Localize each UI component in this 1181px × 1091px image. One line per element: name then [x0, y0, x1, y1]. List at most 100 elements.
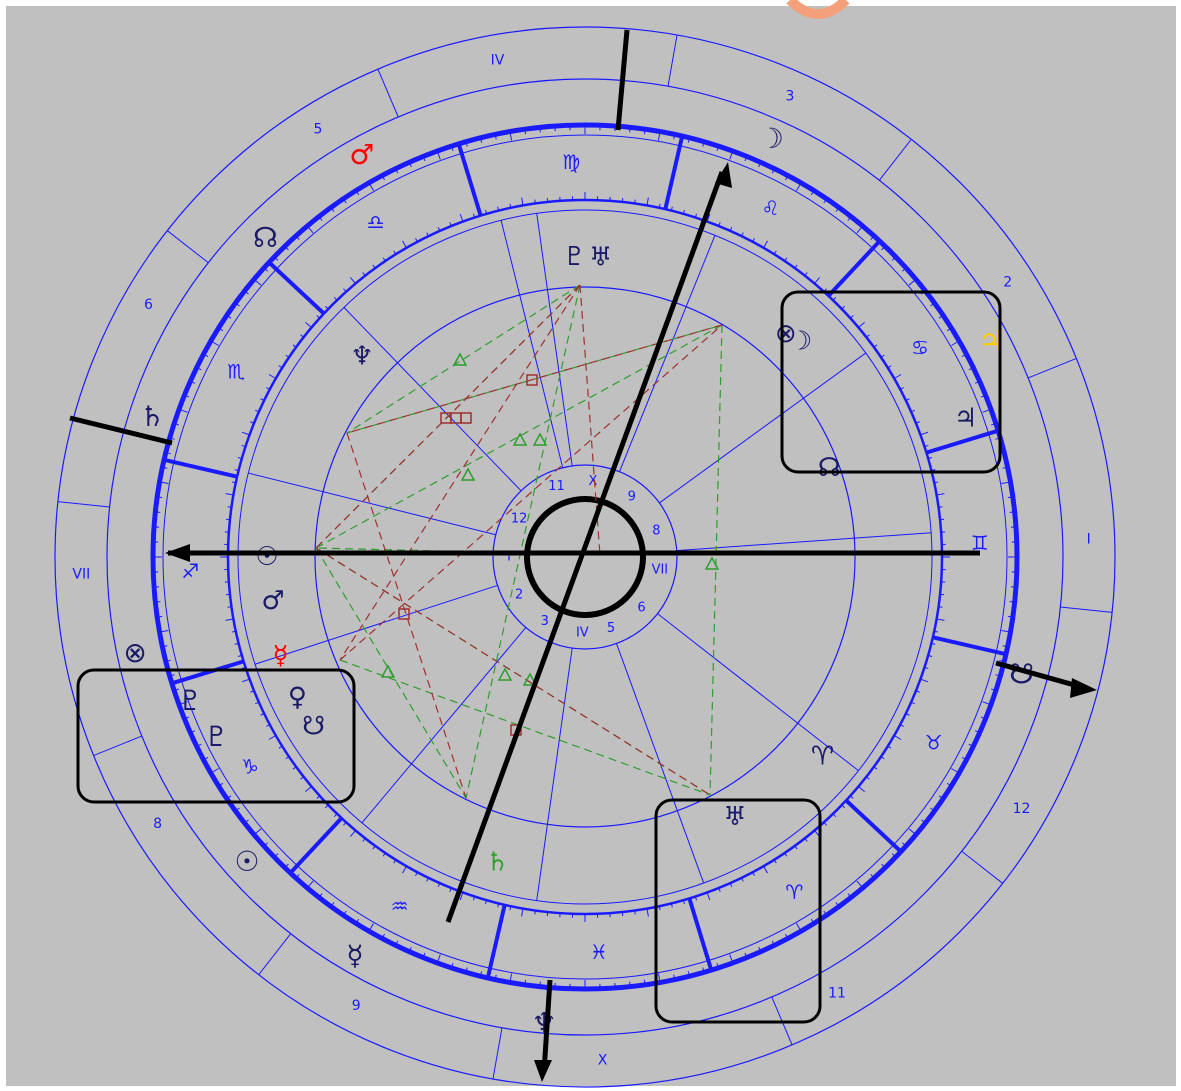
sign-divider	[456, 143, 483, 217]
inner-planet-sun: ☉	[255, 542, 278, 572]
inner-tick-ring	[237, 209, 933, 905]
inner-degree-tick	[231, 481, 236, 484]
outer-house-label-outer-5: 5	[313, 122, 322, 138]
inner-degree-tick	[255, 409, 260, 413]
inner-degree-tick	[415, 238, 418, 243]
zodiac-degree-tick	[178, 701, 188, 706]
outer-planet-mercury: ☿	[346, 939, 363, 972]
inner-planet-venus: ♀	[288, 682, 307, 712]
inner-planet-saturn: ♄	[486, 848, 509, 878]
zodiac-degree-tick	[881, 245, 886, 251]
outer-house-label-outer-9: 9	[352, 998, 361, 1014]
inner-degree-tick	[934, 481, 939, 484]
meridian-axis	[445, 171, 725, 923]
zodiac-degree-tick	[716, 962, 719, 969]
inner-degree-tick	[718, 887, 721, 892]
zodiac-degree-tick	[980, 716, 986, 720]
zodiac-degree-tick	[184, 394, 190, 398]
inner-degree-tick	[509, 203, 512, 208]
zodiac-degree-tick	[263, 267, 269, 272]
inner-degree-tick	[459, 213, 464, 222]
inner-degree-tick	[899, 387, 904, 390]
zodiac-degree-tick	[930, 807, 935, 812]
zodiac-degree-tick	[169, 674, 175, 677]
inner-degree-tick	[472, 213, 476, 218]
sign-divider	[663, 135, 685, 210]
inner-degree-tick	[936, 618, 945, 621]
inner-degree-tick	[823, 821, 827, 826]
inner-degree-tick	[646, 908, 649, 917]
zodiac-degree-tick	[295, 873, 300, 879]
inner-house-label-inner-2: 2	[515, 588, 523, 603]
zodiac-degree-tick	[368, 923, 374, 932]
zodiac-degree-tick	[330, 207, 335, 212]
inner-degree-tick	[260, 713, 265, 716]
inner-planet-jupiter: ♃	[954, 403, 977, 433]
inner-degree-tick	[426, 232, 429, 237]
outer-house-cusp	[377, 68, 399, 118]
inner-degree-tick	[794, 264, 798, 269]
zodiac-degree-tick	[835, 902, 840, 907]
zodiac-degree-tick	[159, 629, 169, 633]
zodiac-degree-tick	[687, 971, 690, 977]
zodiac-degree-tick	[629, 981, 631, 987]
inner-degree-tick	[670, 206, 673, 211]
zodiac-degree-tick	[1007, 496, 1013, 499]
sign-divider	[687, 897, 714, 971]
inner-degree-tick	[437, 227, 441, 232]
zodiac-degree-tick	[190, 730, 196, 734]
inner-planet-mars: ♂	[261, 586, 284, 616]
inner-degree-tick	[794, 845, 798, 850]
zodiac-degree-tick	[355, 918, 360, 924]
outer-house-cusp	[878, 139, 912, 181]
zodiac-degree-tick	[901, 267, 907, 272]
zodiac-degree-tick	[771, 168, 775, 174]
inner-degree-tick	[804, 838, 808, 842]
aspect-marker-trine	[512, 432, 528, 446]
zodiac-degree-tick	[524, 979, 527, 985]
inner-degree-tick	[237, 457, 242, 460]
inner-degree-tick	[449, 887, 452, 892]
zodiac-degree-tick	[165, 659, 171, 662]
zodiac-degree-tick	[961, 353, 967, 357]
zodiac-degree-tick	[796, 923, 802, 932]
zodiac-sign-leo: ♌	[761, 196, 779, 220]
outer-house-label-outer-8: 8	[153, 816, 162, 832]
aspect-marker-square	[398, 608, 410, 620]
zodiac-degree-tick	[881, 863, 886, 869]
zodiac-degree-tick	[244, 290, 249, 295]
zodiac-degree-tick	[395, 168, 399, 174]
outer-planet-mars: ♂	[349, 138, 374, 171]
inner-degree-tick	[718, 222, 721, 227]
zodiac-degree-tick	[744, 952, 748, 958]
inner-degree-tick	[706, 213, 711, 222]
zodiac-degree-tick	[673, 134, 676, 140]
zodiac-degree-tick	[330, 902, 335, 907]
zodiac-degree-tick	[643, 129, 646, 135]
zodiac-sign-aries: ♈	[785, 880, 803, 904]
zodiac-degree-tick	[509, 131, 513, 141]
inner-planet-part-of-fortune: ⊗	[775, 319, 797, 349]
inner-degree-tick	[227, 506, 232, 508]
inner-degree-tick	[382, 257, 386, 262]
inner-degree-tick	[305, 321, 312, 328]
left-cusp-marker	[69, 415, 173, 446]
inner-degree-tick	[497, 903, 500, 908]
outer-house-label-outer-11: 11	[828, 985, 846, 1001]
inner-degree-tick	[773, 250, 777, 255]
inner-degree-tick	[784, 257, 788, 262]
zodiac-degree-tick	[210, 340, 219, 346]
zodiac-degree-tick	[891, 256, 897, 261]
aspect-marker-trine	[704, 556, 720, 570]
outer-house-cusp	[167, 230, 209, 264]
zodiac-degree-tick	[408, 946, 412, 952]
inner-planet-north-node: ☊	[818, 453, 841, 483]
inner-degree-tick	[706, 892, 711, 901]
inner-house-cusp	[254, 584, 498, 665]
zodiac-sign-pisces: ♓	[590, 940, 608, 964]
inner-house-cusp	[657, 613, 859, 772]
inner-degree-tick	[905, 398, 910, 401]
inner-degree-tick	[893, 735, 902, 740]
highlight-box	[654, 798, 822, 1024]
